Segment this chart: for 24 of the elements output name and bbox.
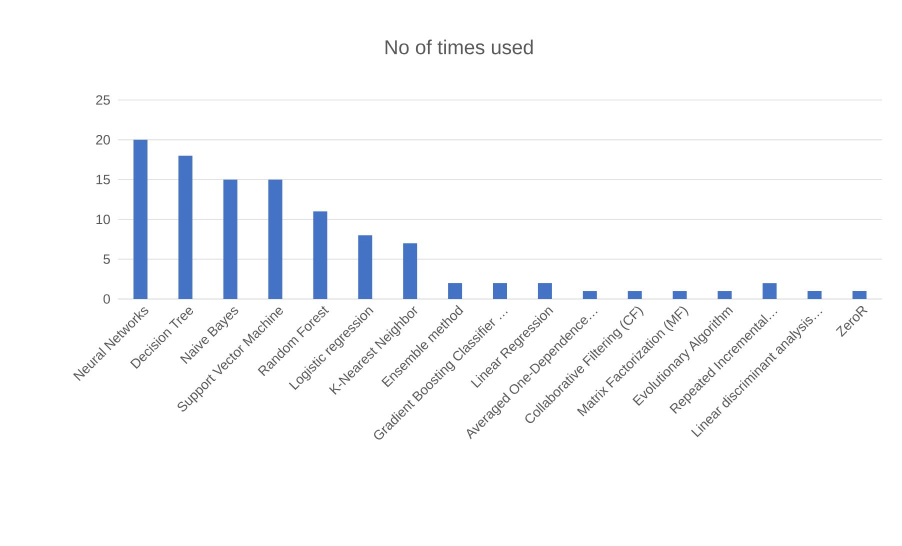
bar [762,283,777,299]
y-tick-label: 25 [96,95,110,105]
bar [493,283,507,299]
y-tick-label: 15 [96,174,110,184]
y-tick-label: 5 [104,254,110,264]
y-tick-label: 20 [96,135,110,145]
bar [628,291,642,299]
bar [808,291,822,299]
bar [223,180,238,299]
y-tick-label: 10 [96,214,110,224]
bar [538,283,552,299]
bar [313,211,328,299]
bar [448,283,462,299]
bar [268,180,282,299]
y-tick-label: 0 [104,294,110,304]
bar [718,291,732,299]
chart-title: No of times used [386,40,533,54]
bar [852,291,867,299]
bar [672,291,687,299]
bar [133,140,148,299]
bar [582,291,597,299]
bar [178,156,192,299]
bar [403,243,418,299]
bar [358,235,372,299]
